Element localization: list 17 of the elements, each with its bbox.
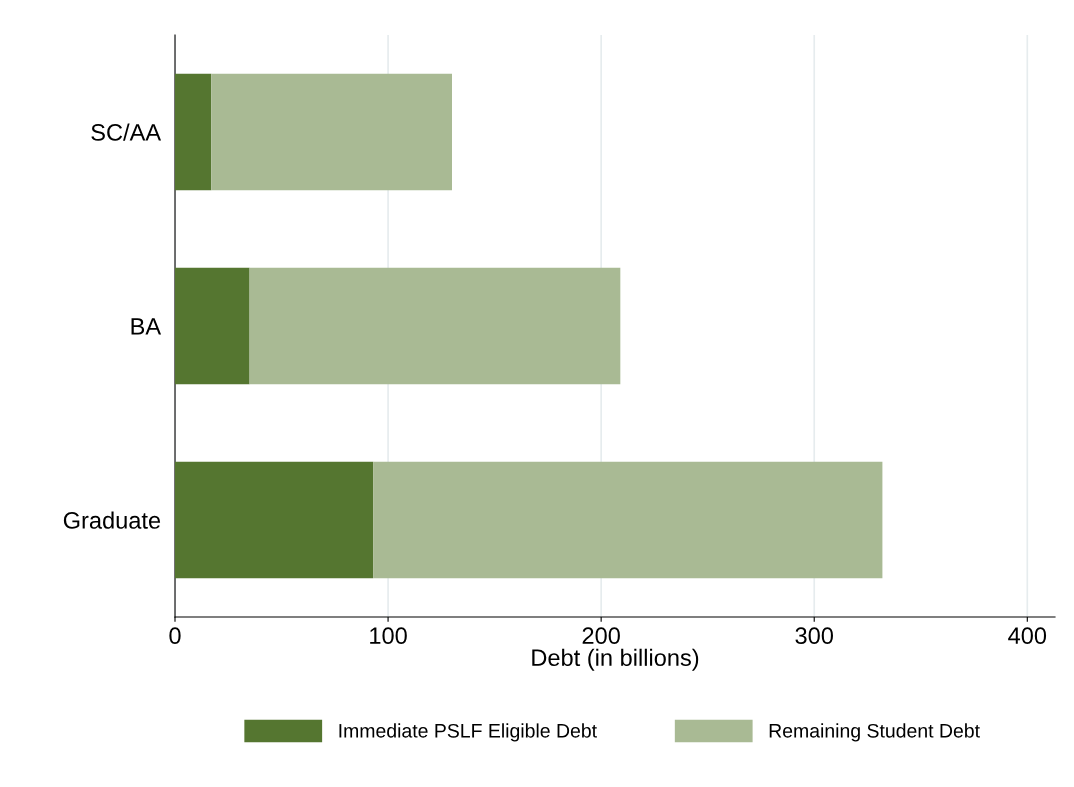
bar (175, 73, 212, 191)
bar (175, 267, 250, 385)
y-tick-label: Graduate (63, 511, 161, 529)
x-tick-label: 200 (582, 627, 620, 645)
x-tick-label: 300 (795, 627, 833, 645)
legend-label: Remaining Student Debt (769, 723, 980, 742)
bar (211, 73, 452, 191)
bar (175, 461, 374, 579)
y-tick-label: SC/AA (91, 123, 162, 141)
x-tick-label: 100 (370, 627, 407, 645)
bar (373, 461, 883, 579)
y-tick-label: BA (131, 318, 162, 335)
x-tick-label: 0 (169, 627, 181, 645)
legend-label: Immediate PSLF Eligible Debt (339, 723, 597, 742)
x-tick-label: 400 (1008, 627, 1047, 645)
bar (249, 267, 621, 385)
x-axis-title: Debt (in billions) (532, 648, 699, 671)
